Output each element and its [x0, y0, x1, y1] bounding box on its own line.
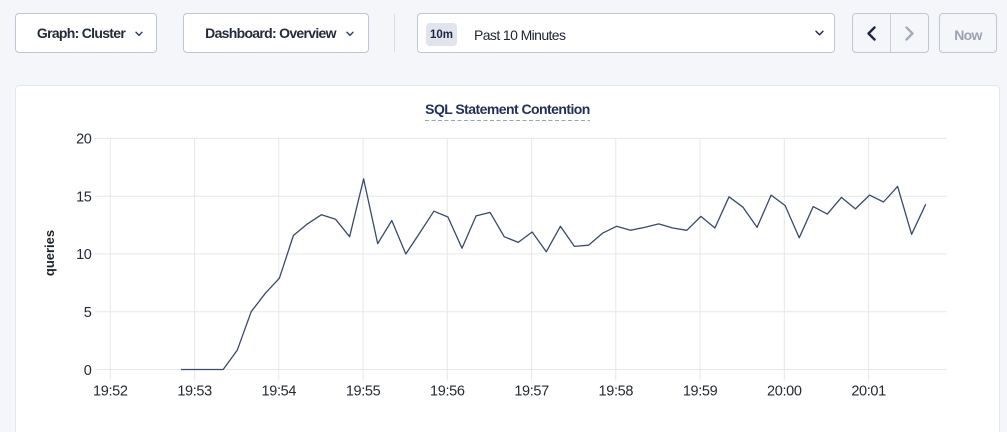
svg-text:10: 10 [76, 247, 92, 263]
svg-text:queries: queries [42, 230, 57, 276]
svg-text:19:57: 19:57 [514, 384, 549, 400]
svg-text:19:58: 19:58 [599, 384, 634, 400]
svg-text:20: 20 [76, 132, 92, 148]
svg-text:20:00: 20:00 [767, 384, 802, 400]
svg-text:19:52: 19:52 [93, 384, 128, 400]
svg-text:19:55: 19:55 [346, 384, 381, 400]
svg-text:20:01: 20:01 [851, 384, 886, 400]
svg-text:19:56: 19:56 [430, 384, 465, 400]
svg-text:19:53: 19:53 [177, 384, 212, 400]
svg-text:15: 15 [76, 190, 92, 206]
svg-text:19:54: 19:54 [262, 384, 297, 400]
svg-text:0: 0 [84, 363, 92, 379]
svg-text:19:59: 19:59 [683, 384, 718, 400]
svg-text:5: 5 [84, 305, 92, 321]
